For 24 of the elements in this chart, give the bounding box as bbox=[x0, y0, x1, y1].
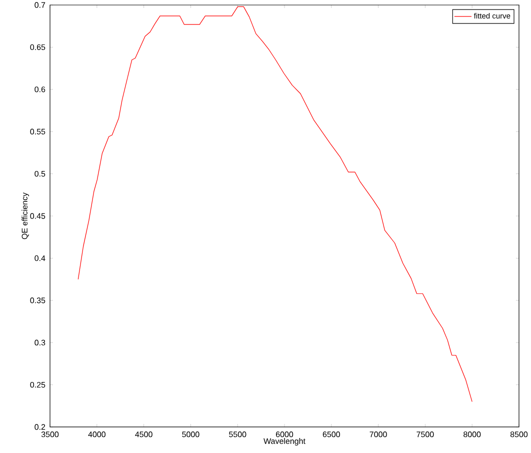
y-tick-label: 0.35 bbox=[30, 298, 46, 304]
y-tick-label: 0.45 bbox=[30, 213, 46, 219]
y-tick-label: 0.65 bbox=[30, 44, 46, 50]
y-tick-label: 0.7 bbox=[34, 2, 46, 8]
y-tick-label: 0.5 bbox=[34, 170, 46, 177]
x-tick-label: 8500 bbox=[510, 432, 528, 438]
x-tick-label: 6000 bbox=[276, 432, 294, 438]
y-tick-label: 0.55 bbox=[30, 128, 46, 134]
y-tick-label: 0.2 bbox=[34, 424, 46, 430]
y-axis-title: QE efficiency bbox=[22, 192, 30, 240]
x-tick-label: 6500 bbox=[322, 432, 340, 438]
x-tick-label: 4500 bbox=[135, 432, 152, 438]
y-tick-label: 0.25 bbox=[30, 382, 46, 388]
x-tick-label: 7500 bbox=[416, 432, 434, 438]
x-tick-label: 5500 bbox=[229, 432, 246, 438]
x-tick-label: 4000 bbox=[88, 432, 106, 438]
x-axis-title: Wavelenght bbox=[264, 438, 306, 446]
x-tick-label: 8000 bbox=[464, 432, 481, 438]
x-tick-label: 3500 bbox=[41, 432, 59, 438]
x-tick-label: 5000 bbox=[182, 432, 200, 438]
y-tick-label: 0.6 bbox=[34, 86, 46, 92]
y-tick-label: 0.3 bbox=[34, 340, 46, 346]
y-tick-label: 0.4 bbox=[34, 255, 46, 262]
x-tick-label: 7000 bbox=[370, 432, 387, 438]
